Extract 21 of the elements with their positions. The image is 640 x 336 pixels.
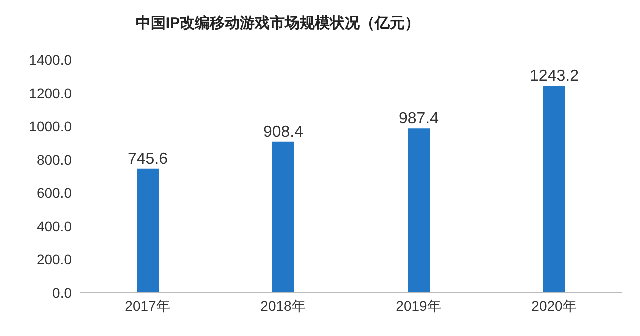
x-tick-label: 2019年 bbox=[396, 298, 442, 314]
y-tick-label: 800.0 bbox=[36, 152, 72, 168]
y-tick-label: 1200.0 bbox=[29, 85, 72, 102]
bar bbox=[408, 128, 430, 293]
bar bbox=[544, 86, 566, 293]
y-tick-label: 200.0 bbox=[36, 252, 72, 268]
data-label: 1243.2 bbox=[530, 68, 580, 86]
y-tick-label: 400.0 bbox=[36, 218, 72, 234]
bar bbox=[137, 168, 159, 293]
chart-title: 中国IP改编移动游戏市场规模状况（亿元） bbox=[134, 14, 422, 33]
x-tick-label: 2017年 bbox=[125, 298, 170, 314]
data-label: 908.4 bbox=[263, 124, 304, 141]
bar bbox=[272, 142, 294, 293]
y-tick-label: 1000.0 bbox=[29, 118, 72, 135]
x-tick-label: 2018年 bbox=[260, 298, 306, 314]
data-label: 745.6 bbox=[128, 150, 168, 168]
y-tick-label: 600.0 bbox=[36, 185, 72, 202]
x-tick-label: 2020年 bbox=[532, 298, 577, 314]
y-tick-label: 0.0 bbox=[52, 284, 72, 301]
y-tick-label: 1400.0 bbox=[29, 52, 72, 68]
data-label: 987.4 bbox=[398, 110, 440, 128]
